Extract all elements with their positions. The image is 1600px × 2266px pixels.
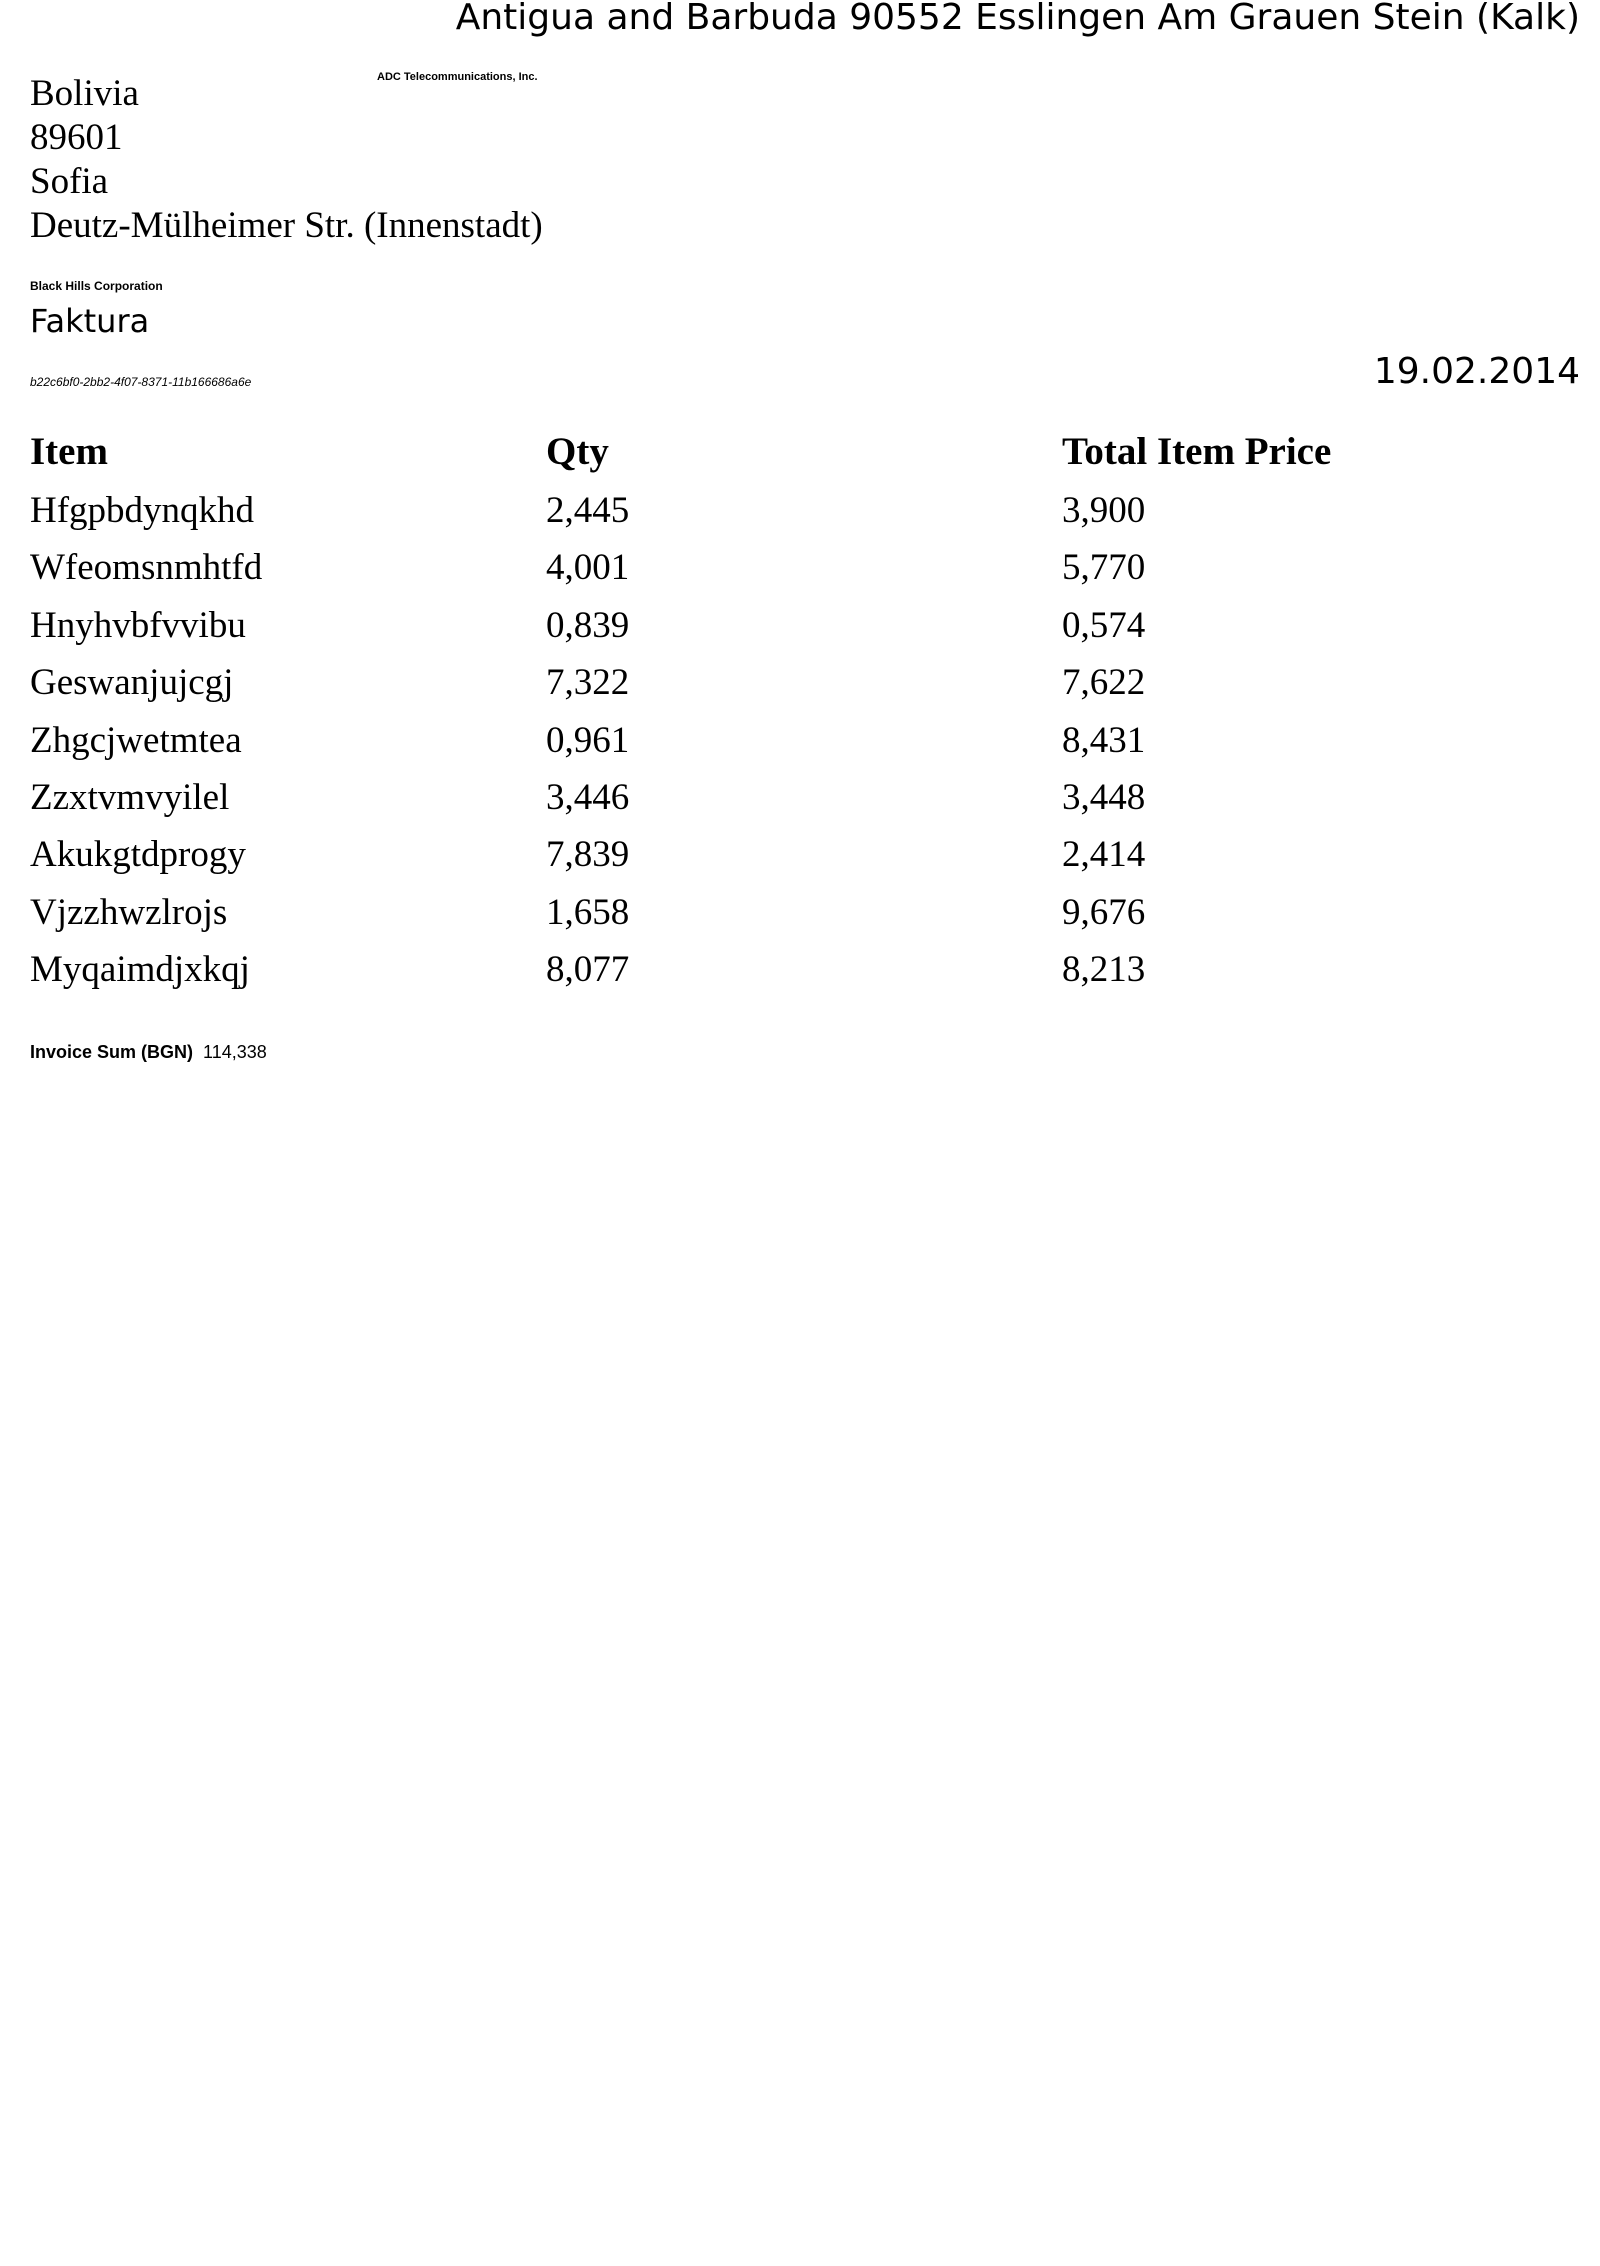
table-row: Wfeomsnmhtfd 4,001 5,770	[30, 539, 1570, 596]
sender-address-line: Antigua and Barbuda 90552 Esslingen Am G…	[455, 0, 1580, 38]
cell-qty: 1,658	[546, 891, 630, 933]
cell-total-price: 7,622	[1062, 662, 1146, 704]
recipient-country: Bolivia	[30, 73, 139, 114]
cell-total-price: 8,213	[1062, 949, 1146, 991]
table-header-row: Item Qty Total Item Price	[30, 422, 1570, 482]
cell-qty: 7,322	[546, 662, 630, 704]
recipient-company: Black Hills Corporation	[30, 279, 163, 293]
cell-item: Hnyhvbfvvibu	[30, 604, 246, 646]
table-row: Geswanjujcgj 7,322 7,622	[30, 654, 1570, 711]
header-item: Item	[30, 430, 108, 473]
cell-item: Akukgtdprogy	[30, 834, 246, 876]
table-row: Hfgpbdynqkhd 2,445 3,900	[30, 482, 1570, 539]
invoice-sum: Invoice Sum (BGN) 114,338	[30, 1041, 267, 1063]
cell-qty: 0,961	[546, 719, 630, 761]
document-title: Faktura	[30, 302, 150, 340]
cell-qty: 4,001	[546, 547, 630, 589]
cell-total-price: 5,770	[1062, 547, 1146, 589]
invoice-sum-label: Invoice Sum (BGN)	[30, 1042, 194, 1062]
cell-qty: 3,446	[546, 776, 630, 818]
cell-total-price: 9,676	[1062, 891, 1146, 933]
table-row: Myqaimdjxkqj 8,077 8,213	[30, 941, 1570, 998]
cell-item: Zhgcjwetmtea	[30, 719, 242, 761]
cell-item: Hfgpbdynqkhd	[30, 490, 255, 531]
header-total-price: Total Item Price	[1062, 430, 1332, 473]
cell-total-price: 0,574	[1062, 604, 1146, 646]
cell-qty: 0,839	[546, 604, 630, 646]
recipient-city: Sofia	[30, 161, 109, 202]
cell-qty: 8,077	[546, 949, 630, 991]
cell-total-price: 3,448	[1062, 776, 1146, 818]
invoice-date: 19.02.2014	[1373, 351, 1580, 392]
invoice-sum-value: 114,338	[203, 1042, 267, 1062]
cell-item: Geswanjujcgj	[30, 662, 234, 704]
table-row: Akukgtdprogy 7,839 2,414	[30, 826, 1570, 883]
cell-total-price: 3,900	[1062, 490, 1146, 531]
cell-item: Myqaimdjxkqj	[30, 949, 250, 991]
cell-item: Zzxtvmvyilel	[30, 776, 230, 818]
cell-qty: 2,445	[546, 490, 630, 531]
table-row: Hnyhvbfvvibu 0,839 0,574	[30, 597, 1570, 654]
cell-total-price: 2,414	[1062, 834, 1146, 876]
header-qty: Qty	[546, 430, 609, 473]
table-row: Zhgcjwetmtea 0,961 8,431	[30, 712, 1570, 769]
table-row: Zzxtvmvyilel 3,446 3,448	[30, 769, 1570, 826]
recipient-postal-code: 89601	[30, 117, 123, 158]
recipient-street: Deutz-Mülheimer Str. (Innenstadt)	[30, 205, 543, 246]
sender-company: ADC Telecommunications, Inc.	[377, 71, 538, 83]
invoice-id: b22c6bf0-2bb2-4f07-8371-11b166686a6e	[30, 375, 252, 389]
cell-item: Wfeomsnmhtfd	[30, 547, 263, 589]
recipient-address-block: Bolivia 89601 Sofia Deutz-Mülheimer Str.…	[30, 72, 543, 248]
items-table: Item Qty Total Item Price Hfgpbdynqkhd 2…	[30, 422, 1570, 999]
cell-qty: 7,839	[546, 834, 630, 876]
table-row: Vjzzhwzlrojs 1,658 9,676	[30, 884, 1570, 941]
cell-item: Vjzzhwzlrojs	[30, 891, 228, 933]
cell-total-price: 8,431	[1062, 719, 1146, 761]
